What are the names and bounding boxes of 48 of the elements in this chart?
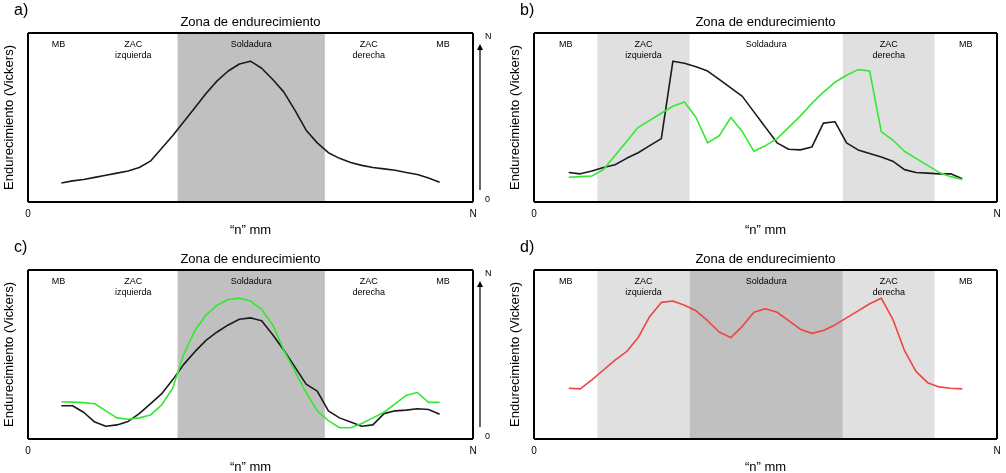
chart-title: Zona de endurecimiento [694,251,837,266]
x-tick-label: N [469,208,477,220]
text: MB [959,276,973,286]
y-axis-title: Endurecimiento (Vickers) [0,282,16,427]
text: MB [558,39,573,49]
text: N [485,268,492,278]
text: c) [14,238,28,255]
x-tick-label: 0 [531,208,538,220]
text: Soldadura [230,39,272,49]
text: ZAC derecha [872,276,905,297]
x-axis-title: “n” mm [744,222,787,237]
text: 0 [485,431,491,441]
x-axis-title: “n” mm [229,459,272,473]
text: ZAC derecha [352,276,386,297]
x-tick-label: N [993,445,1001,457]
chart-title: Zona de endurecimiento [694,14,837,29]
text: Soldadura [230,276,272,286]
y-axis-title: Endurecimiento (Vickers) [506,45,522,190]
text: MB [558,276,573,286]
text: ZAC izquierda [625,39,662,60]
chart-title: Zona de endurecimiento [179,14,322,29]
x-axis-title: “n” mm [744,459,787,473]
x-tick-label: 0 [531,445,538,457]
x-tick-label: N [993,208,1001,220]
text: b) [520,1,535,18]
text: ZAC derecha [352,39,386,60]
text: MB [436,276,450,286]
text: ZAC izquierda [625,276,662,297]
text: Soldadura [745,39,787,49]
text: MB [436,39,450,49]
text: d) [520,238,535,255]
text: 0 [485,194,491,204]
text: Soldadura [745,276,787,286]
x-tick-label: 0 [25,445,32,457]
y-axis-title: Endurecimiento (Vickers) [0,45,16,190]
text: ZAC izquierda [114,39,152,60]
text: MB [51,276,66,286]
text: a) [14,1,29,18]
y-axis-title: Endurecimiento (Vickers) [506,282,522,427]
text: N [485,31,492,41]
text: ZAC izquierda [114,276,152,297]
x-axis-title: “n” mm [229,222,272,237]
text: ZAC derecha [872,39,905,60]
x-tick-label: N [469,445,477,457]
text: MB [959,39,973,49]
chart-title: Zona de endurecimiento [179,251,322,266]
x-tick-label: 0 [25,208,32,220]
text: MB [51,39,66,49]
